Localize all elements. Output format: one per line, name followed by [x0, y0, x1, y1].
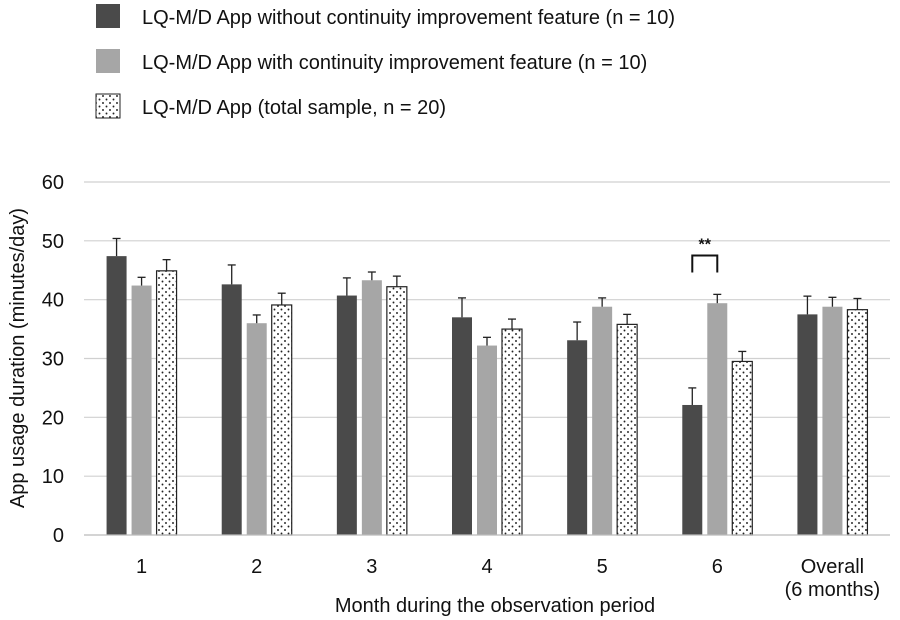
bar	[616, 323, 638, 536]
significance-bracket	[691, 254, 719, 273]
bar	[452, 317, 472, 535]
x-tick-label: 2	[251, 556, 262, 578]
y-tick-label: 0	[53, 525, 64, 547]
bar	[567, 340, 588, 535]
bar	[822, 306, 843, 535]
annotations: **	[691, 237, 719, 273]
x-tick-label: 5	[597, 556, 608, 578]
legend-swatch	[96, 49, 120, 73]
bar	[386, 286, 408, 536]
y-tick-label: 40	[42, 290, 64, 312]
legend-swatch	[96, 4, 120, 28]
legend-label: LQ-M/D App (total sample, n = 20)	[142, 97, 446, 119]
bar	[131, 285, 152, 535]
x-axis-title: Month during the observation period	[335, 595, 655, 617]
bar	[361, 280, 382, 535]
bar	[106, 256, 127, 535]
bar	[797, 314, 818, 535]
bar	[501, 328, 523, 536]
bar	[477, 345, 497, 535]
y-tick-label: 30	[42, 349, 64, 371]
bar	[246, 323, 267, 535]
axes: 0 10 20 30 40 50 60 1 2 3 4 5 6 Overall(6 months)	[42, 172, 890, 601]
x-tick-label: (6 months)	[785, 579, 881, 601]
bar	[592, 306, 613, 535]
bar	[682, 404, 703, 535]
bar	[155, 270, 178, 536]
y-tick-label: 20	[42, 407, 64, 429]
bar	[846, 309, 869, 536]
bar	[731, 360, 753, 536]
bar	[221, 284, 242, 535]
y-tick-label: 10	[42, 466, 64, 488]
legend-swatch	[95, 93, 121, 119]
x-tick-label: 6	[712, 556, 723, 578]
legend-label: LQ-M/D App without continuity improvemen…	[142, 7, 675, 29]
legend-label: LQ-M/D App with continuity improvement f…	[142, 52, 647, 74]
y-tick-label: 50	[42, 231, 64, 253]
bars	[106, 237, 869, 536]
x-tick-label: 3	[366, 556, 377, 578]
bar	[707, 303, 728, 535]
x-tick-label: 4	[481, 556, 492, 578]
x-tick-label: 1	[136, 556, 147, 578]
bar	[271, 304, 293, 536]
legend: LQ-M/D App without continuity improvemen…	[95, 4, 675, 119]
bar	[336, 295, 357, 535]
y-tick-label: 60	[42, 172, 64, 194]
x-tick-label: Overall	[801, 556, 864, 578]
significance-label: **	[699, 237, 712, 254]
y-axis-title: App usage duration (minutes/day)	[7, 208, 29, 508]
